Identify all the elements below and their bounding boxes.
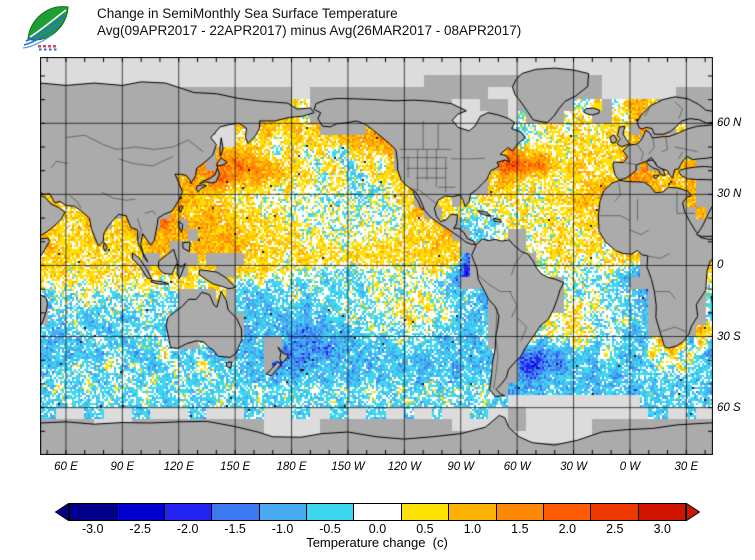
wave-line-3 bbox=[22, 34, 53, 49]
lat-axis-label: 60 S bbox=[717, 401, 741, 414]
colorbar-tick-label: 2.5 bbox=[606, 522, 624, 536]
lat-axis-label: 60 N bbox=[717, 117, 742, 130]
colorbar-segment bbox=[543, 504, 592, 520]
lat-axis-label: 0 bbox=[717, 259, 724, 272]
colorbar-tick-label: 1.0 bbox=[463, 522, 482, 536]
page-subtitle: Avg(09APR2017 - 22APR2017) minus Avg(26M… bbox=[97, 23, 522, 38]
colorbar-tick-label: -0.5 bbox=[319, 522, 341, 536]
colorbar-tick-label: 1.5 bbox=[511, 522, 529, 536]
lon-axis-label: 90 W bbox=[447, 461, 475, 473]
colorbar-segment bbox=[70, 504, 118, 520]
lon-axis-label: 150 E bbox=[220, 461, 251, 473]
lon-axis-label: 180 E bbox=[276, 461, 307, 473]
colorbar-tick-label: 0.0 bbox=[368, 522, 387, 536]
colorbar-tick-label: 3.0 bbox=[653, 522, 671, 536]
lon-axis-label: 120 E bbox=[163, 461, 194, 473]
lon-axis-label: 150 W bbox=[331, 461, 365, 473]
lon-axis-label: 60 E bbox=[54, 461, 78, 473]
colorbar-segment bbox=[401, 504, 450, 520]
colorbar-tick-label: -2.5 bbox=[129, 522, 151, 536]
colorbar-tick-label: -3.0 bbox=[81, 522, 104, 536]
lon-axis-label: 0 W bbox=[619, 461, 641, 473]
wave-line-1 bbox=[25, 14, 66, 42]
colorbar-segment bbox=[638, 504, 686, 520]
lon-axis-label: 30 W bbox=[560, 461, 587, 473]
colorbar-segment bbox=[449, 504, 497, 520]
colorbar-caption: Temperature change (c) bbox=[306, 535, 448, 550]
page-title: Change in SemiMonthly Sea Surface Temper… bbox=[97, 6, 398, 21]
lon-axis-label: 90 E bbox=[110, 461, 135, 473]
lon-axis-label: 60 W bbox=[503, 461, 531, 473]
colorbar-segment bbox=[164, 504, 213, 520]
colorbar-segment bbox=[306, 504, 355, 520]
colorbar-segments bbox=[69, 503, 686, 521]
colorbar bbox=[55, 503, 700, 521]
colorbar-tick-label: 0.5 bbox=[416, 522, 434, 536]
logo-text-marks bbox=[38, 45, 57, 51]
colorbar-segment bbox=[259, 504, 307, 520]
leaf-vein bbox=[29, 9, 67, 38]
wave-line-2 bbox=[23, 22, 63, 46]
colorbar-right-arrow-icon bbox=[686, 503, 700, 521]
lat-axis-label: 30 S bbox=[717, 330, 741, 343]
colorbar-tick-label: -2.0 bbox=[176, 522, 199, 536]
world-sst-anomaly-map bbox=[40, 57, 713, 455]
colorbar-tick-label: -1.5 bbox=[224, 522, 246, 536]
colorbar-segment bbox=[496, 504, 544, 520]
colorbar-segment bbox=[212, 504, 260, 520]
colorbar-left-arrow-icon bbox=[55, 503, 69, 521]
colorbar-segment bbox=[354, 504, 402, 520]
colorbar-tick-label: 2.0 bbox=[558, 522, 577, 536]
lon-axis-label: 120 W bbox=[387, 461, 421, 473]
title-block: Change in SemiMonthly Sea Surface Temper… bbox=[97, 5, 521, 39]
leaf-waves-logo-icon bbox=[22, 6, 69, 51]
colorbar-segment bbox=[591, 504, 639, 520]
lon-axis-label: 30 E bbox=[674, 461, 699, 473]
colorbar-segment bbox=[117, 504, 165, 520]
lat-axis-label: 30 N bbox=[717, 188, 742, 201]
colorbar-tick-label: -1.0 bbox=[271, 522, 294, 536]
